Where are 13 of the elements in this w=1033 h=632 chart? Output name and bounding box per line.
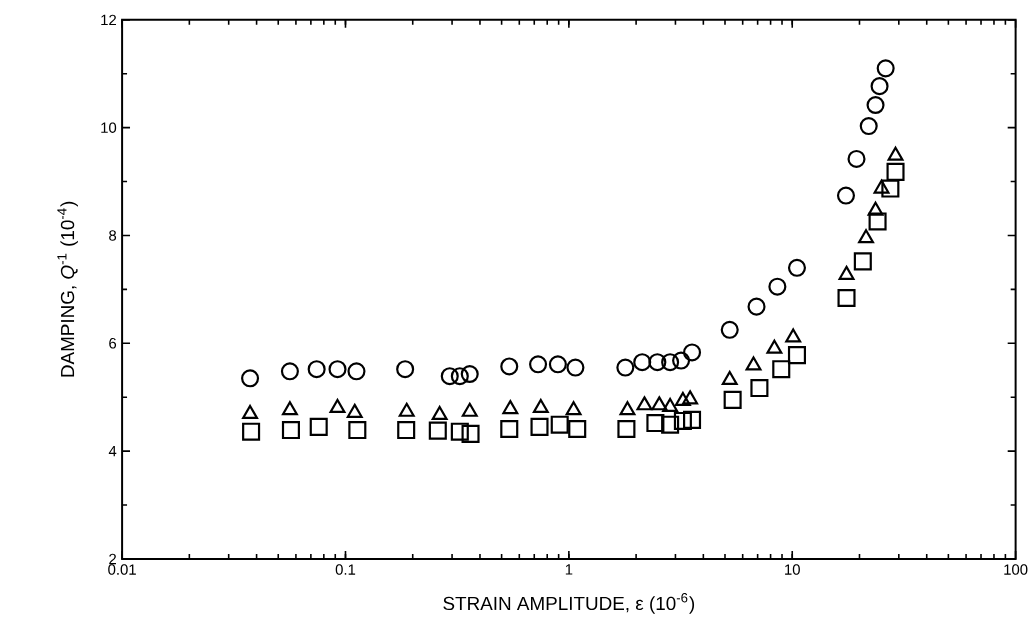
x-tick-label: 0.01: [108, 564, 136, 575]
y-tick-label: 2: [109, 553, 116, 564]
x-axis-title: STRAIN AMPLITUDE, ε (10$^{-6}$): [443, 592, 695, 614]
x-tick-label: 100: [1004, 564, 1028, 575]
y-axis-title: DAMPING, Q$^{-1}$ (10$^{-4}$): [57, 201, 78, 377]
y-tick-label: 4: [108, 445, 117, 457]
y-tick-label: 12: [101, 14, 116, 25]
y-tick-label: 6: [109, 337, 117, 349]
x-tick-label: 10: [785, 564, 800, 575]
x-tick-label: 0.1: [335, 564, 356, 575]
x-tick-label: 1: [565, 564, 573, 575]
y-tick-label: 8: [109, 230, 117, 241]
y-tick-label: 10: [101, 122, 117, 133]
